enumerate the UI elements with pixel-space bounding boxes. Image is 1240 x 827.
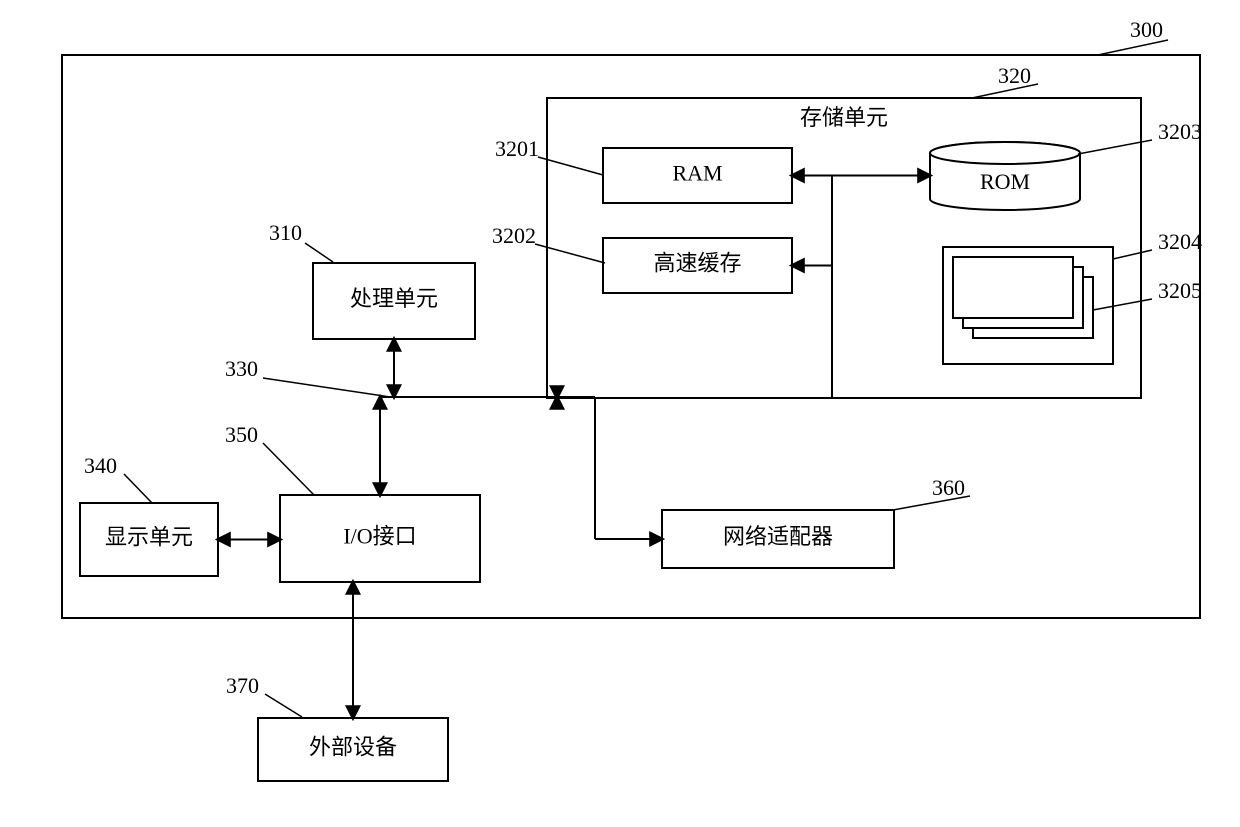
external-device-label: 外部设备 <box>309 735 397 760</box>
ref-370: 370 <box>226 673 259 698</box>
display-unit-label: 显示单元 <box>105 525 193 550</box>
processing-unit-label: 处理单元 <box>350 286 438 311</box>
ref-310: 310 <box>269 220 302 245</box>
rom-label: ROM <box>980 169 1030 194</box>
ref-3204: 3204 <box>1158 229 1202 254</box>
ref-340: 340 <box>84 453 117 478</box>
ref-360: 360 <box>932 475 965 500</box>
ref-320: 320 <box>998 63 1031 88</box>
io-interface-label: I/O接口 <box>343 524 416 549</box>
ref-3205: 3205 <box>1158 278 1202 303</box>
cache-label: 高速缓存 <box>653 251 741 276</box>
ram-label: RAM <box>672 161 722 186</box>
ref-300: 300 <box>1130 17 1163 42</box>
network-adapter-label: 网络适配器 <box>723 524 833 549</box>
ref-350: 350 <box>225 422 258 447</box>
storage-unit-title: 存储单元 <box>800 105 888 130</box>
card-stack-inner <box>953 257 1093 338</box>
ref-330: 330 <box>225 356 258 381</box>
ref-3201: 3201 <box>495 136 539 161</box>
ref-3203: 3203 <box>1158 119 1202 144</box>
ref-3202: 3202 <box>492 223 536 248</box>
